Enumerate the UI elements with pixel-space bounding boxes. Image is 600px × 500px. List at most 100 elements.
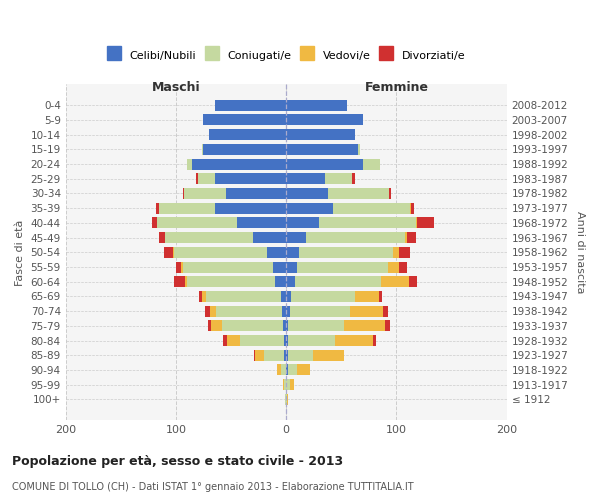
Bar: [282, 306, 286, 316]
Bar: [297, 262, 388, 272]
Bar: [283, 379, 284, 390]
Bar: [156, 202, 160, 213]
Bar: [205, 306, 210, 316]
Bar: [286, 394, 287, 405]
Bar: [284, 379, 286, 390]
Bar: [358, 144, 360, 155]
Bar: [206, 291, 281, 302]
Bar: [364, 158, 380, 170]
Y-axis label: Fasce di età: Fasce di età: [15, 219, 25, 286]
Bar: [277, 364, 281, 376]
Bar: [286, 100, 347, 111]
Bar: [289, 364, 297, 376]
Bar: [286, 291, 290, 302]
Bar: [286, 276, 295, 287]
Bar: [328, 188, 389, 199]
Bar: [253, 232, 286, 243]
Bar: [352, 174, 355, 184]
Bar: [240, 335, 284, 346]
Bar: [215, 100, 286, 111]
Bar: [286, 188, 328, 199]
Bar: [388, 262, 398, 272]
Bar: [182, 262, 273, 272]
Text: Femmine: Femmine: [364, 80, 428, 94]
Bar: [222, 320, 283, 332]
Bar: [164, 247, 173, 258]
Bar: [160, 202, 215, 213]
Bar: [287, 394, 289, 405]
Bar: [286, 320, 289, 332]
Bar: [181, 262, 182, 272]
Bar: [416, 218, 418, 228]
Bar: [160, 232, 165, 243]
Bar: [223, 335, 227, 346]
Bar: [198, 174, 215, 184]
Bar: [165, 232, 253, 243]
Bar: [286, 335, 289, 346]
Bar: [286, 247, 299, 258]
Bar: [273, 262, 286, 272]
Bar: [286, 232, 306, 243]
Bar: [407, 232, 416, 243]
Bar: [254, 350, 256, 361]
Bar: [157, 218, 236, 228]
Bar: [286, 129, 355, 140]
Bar: [411, 202, 414, 213]
Bar: [398, 247, 410, 258]
Bar: [393, 247, 398, 258]
Bar: [193, 158, 286, 170]
Bar: [209, 129, 286, 140]
Bar: [203, 114, 286, 126]
Bar: [268, 247, 286, 258]
Bar: [286, 350, 289, 361]
Bar: [355, 291, 379, 302]
Bar: [285, 394, 286, 405]
Bar: [173, 247, 174, 258]
Bar: [215, 202, 286, 213]
Bar: [211, 320, 222, 332]
Bar: [208, 320, 211, 332]
Bar: [286, 364, 289, 376]
Bar: [286, 379, 290, 390]
Bar: [281, 291, 286, 302]
Text: COMUNE DI TOLLO (CH) - Dati ISTAT 1° gennaio 2013 - Elaborazione TUTTITALIA.IT: COMUNE DI TOLLO (CH) - Dati ISTAT 1° gen…: [12, 482, 413, 492]
Bar: [284, 335, 286, 346]
Bar: [264, 350, 284, 361]
Bar: [174, 247, 268, 258]
Bar: [187, 158, 193, 170]
Bar: [383, 306, 388, 316]
Bar: [286, 262, 297, 272]
Bar: [286, 158, 364, 170]
Bar: [152, 218, 157, 228]
Bar: [295, 276, 381, 287]
Bar: [297, 364, 310, 376]
Text: Popolazione per età, sesso e stato civile - 2013: Popolazione per età, sesso e stato civil…: [12, 455, 343, 468]
Bar: [256, 350, 264, 361]
Bar: [203, 144, 286, 155]
Bar: [202, 144, 203, 155]
Bar: [306, 232, 405, 243]
Bar: [418, 218, 434, 228]
Bar: [286, 114, 364, 126]
Bar: [389, 188, 391, 199]
Bar: [409, 276, 418, 287]
Y-axis label: Anni di nascita: Anni di nascita: [575, 211, 585, 294]
Bar: [227, 335, 240, 346]
Bar: [286, 306, 290, 316]
Bar: [187, 276, 275, 287]
Bar: [286, 174, 325, 184]
Bar: [281, 364, 286, 376]
Bar: [398, 262, 407, 272]
Bar: [284, 350, 286, 361]
Bar: [236, 218, 286, 228]
Bar: [385, 320, 390, 332]
Text: Maschi: Maschi: [152, 80, 200, 94]
Bar: [289, 320, 344, 332]
Bar: [313, 350, 344, 361]
Bar: [405, 232, 407, 243]
Bar: [289, 350, 313, 361]
Bar: [335, 335, 373, 346]
Bar: [182, 188, 184, 199]
Bar: [199, 291, 202, 302]
Bar: [325, 174, 352, 184]
